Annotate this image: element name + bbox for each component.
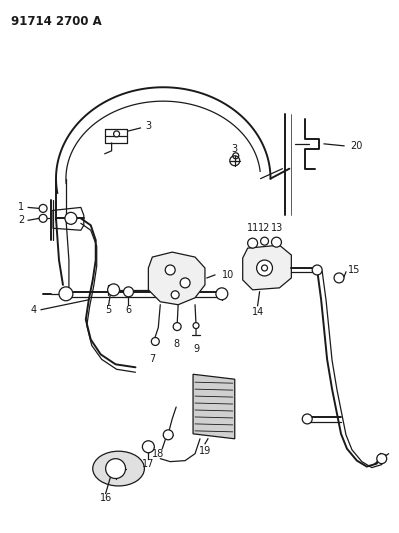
Circle shape xyxy=(171,291,179,299)
Text: 9: 9 xyxy=(193,344,199,354)
Circle shape xyxy=(216,288,228,300)
Circle shape xyxy=(165,265,175,275)
Text: 17: 17 xyxy=(142,458,154,469)
Circle shape xyxy=(142,441,154,453)
Polygon shape xyxy=(243,245,291,290)
Text: 14: 14 xyxy=(251,306,264,317)
Circle shape xyxy=(39,205,47,212)
Text: 91714 2700 A: 91714 2700 A xyxy=(11,15,102,28)
Circle shape xyxy=(59,287,73,301)
Circle shape xyxy=(39,214,47,222)
Text: 6: 6 xyxy=(125,305,132,314)
Polygon shape xyxy=(193,374,235,439)
Circle shape xyxy=(193,322,199,328)
Circle shape xyxy=(271,237,281,247)
Circle shape xyxy=(106,459,126,479)
Text: 19: 19 xyxy=(199,446,211,456)
Text: 8: 8 xyxy=(173,340,179,350)
Polygon shape xyxy=(148,252,205,305)
Text: 11: 11 xyxy=(247,223,259,233)
Circle shape xyxy=(334,273,344,283)
Text: 20: 20 xyxy=(351,141,363,151)
Text: 13: 13 xyxy=(271,223,284,233)
Circle shape xyxy=(108,284,120,296)
Circle shape xyxy=(262,265,267,271)
Circle shape xyxy=(173,322,181,330)
Circle shape xyxy=(65,212,77,224)
Circle shape xyxy=(114,131,120,137)
Text: 4: 4 xyxy=(30,305,36,314)
Text: 1: 1 xyxy=(18,203,24,213)
Text: 10: 10 xyxy=(222,270,234,280)
Circle shape xyxy=(377,454,387,464)
Circle shape xyxy=(151,337,159,345)
Text: 12: 12 xyxy=(259,223,271,233)
Circle shape xyxy=(124,287,133,297)
Text: 18: 18 xyxy=(152,449,164,459)
Circle shape xyxy=(180,278,190,288)
Text: 5: 5 xyxy=(105,305,112,314)
Text: 16: 16 xyxy=(99,494,112,503)
Circle shape xyxy=(312,265,322,275)
Ellipse shape xyxy=(93,451,144,486)
Circle shape xyxy=(257,260,273,276)
Circle shape xyxy=(163,430,173,440)
Text: 3: 3 xyxy=(232,144,238,154)
Text: 2: 2 xyxy=(18,215,24,225)
Text: 7: 7 xyxy=(149,354,156,365)
Text: 3: 3 xyxy=(145,121,152,131)
Circle shape xyxy=(248,238,258,248)
Circle shape xyxy=(261,237,269,245)
Circle shape xyxy=(302,414,312,424)
Text: 15: 15 xyxy=(348,265,360,275)
